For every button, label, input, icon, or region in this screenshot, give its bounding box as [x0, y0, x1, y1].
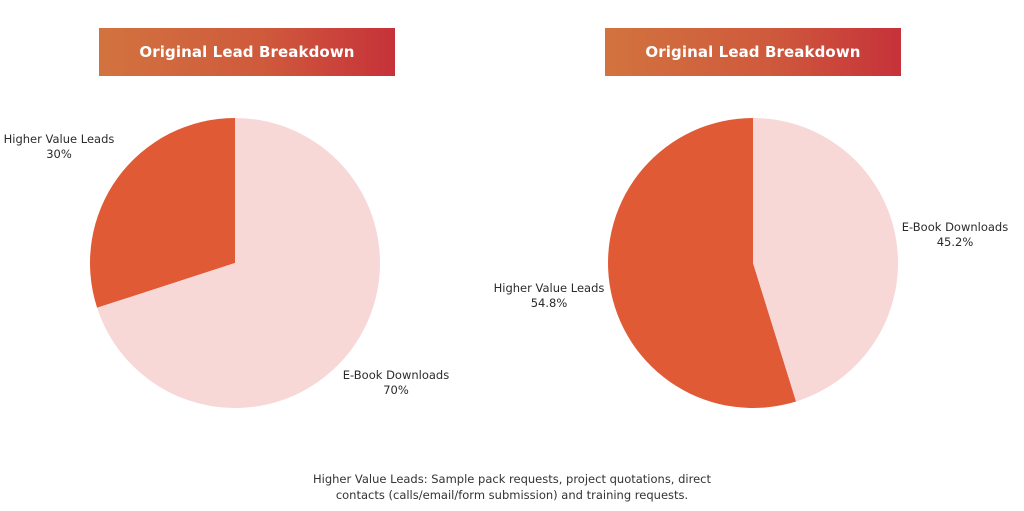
pie-slice-e-book-downloads	[753, 118, 899, 402]
slice-label-name: Higher Value Leads	[493, 281, 605, 295]
pie-left-higher-value-label: Higher Value Leads 30%	[4, 132, 115, 162]
footnote-line-1: Higher Value Leads: Sample pack requests…	[312, 472, 711, 486]
pie-right-higher-value-label: Higher Value Leads 54.8%	[494, 281, 605, 311]
slice-label-name: Higher Value Leads	[3, 132, 115, 146]
pie-slice-higher-value-leads	[608, 118, 797, 409]
footnote: Higher Value Leads: Sample pack requests…	[0, 471, 1024, 503]
pie-chart-left	[90, 118, 381, 408]
pie-right-ebook-label: E-Book Downloads 45.2%	[902, 220, 1008, 250]
chart-title-right: Original Lead Breakdown	[605, 28, 901, 76]
pie-chart-right	[608, 118, 899, 409]
slice-label-value: 30%	[46, 147, 72, 161]
footnote-line-2: contacts (calls/email/form submission) a…	[335, 488, 689, 502]
pie-slice-higher-value-leads	[90, 118, 235, 308]
slice-label-name: E-Book Downloads	[342, 368, 450, 382]
slice-label-value: 54.8%	[530, 296, 568, 310]
chart-title-left: Original Lead Breakdown	[99, 28, 395, 76]
slice-label-value: 70%	[383, 383, 409, 397]
pie-slice-e-book-downloads	[97, 118, 381, 408]
slice-label-value: 45.2%	[936, 235, 974, 249]
slice-label-name: E-Book Downloads	[901, 220, 1009, 234]
pie-left-ebook-label: E-Book Downloads 70%	[343, 368, 449, 398]
